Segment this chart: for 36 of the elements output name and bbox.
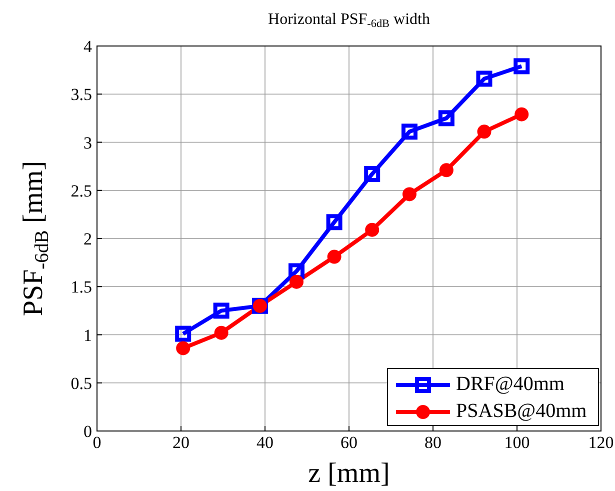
point [364,166,380,182]
point [176,341,190,356]
x-tick-label: 80 [424,433,442,452]
point [326,214,342,230]
x-tick-label: 20 [172,433,190,452]
y-tick-label: 0.5 [70,374,92,393]
point [439,163,454,178]
point [213,302,230,319]
y-tick-label: 4 [84,37,92,56]
point [514,107,529,122]
point [402,187,416,202]
legend-label: DRF@40mm [456,373,564,396]
y-tick-label: 3 [84,133,92,152]
y-tick-label: 2 [84,230,92,249]
point [175,326,192,342]
point [401,124,418,140]
y-tick-label: 3.5 [70,85,92,104]
x-tick-label: 40 [256,433,274,452]
chart-title: Horizontal PSF$_{-6dB}$ width [268,11,430,30]
point [476,70,492,87]
y-tick-label: 1.5 [70,278,92,297]
x-tick-label: 60 [340,433,358,452]
y-tick-label: 2.5 [70,181,92,200]
legend-label: PSASB@40mm [456,400,587,423]
point [438,110,454,126]
point [514,58,530,74]
point [477,124,492,139]
point [288,263,304,280]
x-tick-label: 100 [504,433,530,452]
x-tick-label: 120 [588,433,614,452]
x-axis-title: z [mm] [308,458,390,489]
point [214,326,228,340]
point [327,250,342,264]
point [365,222,380,237]
point [290,274,304,289]
y-tick-label: 1 [84,326,92,345]
